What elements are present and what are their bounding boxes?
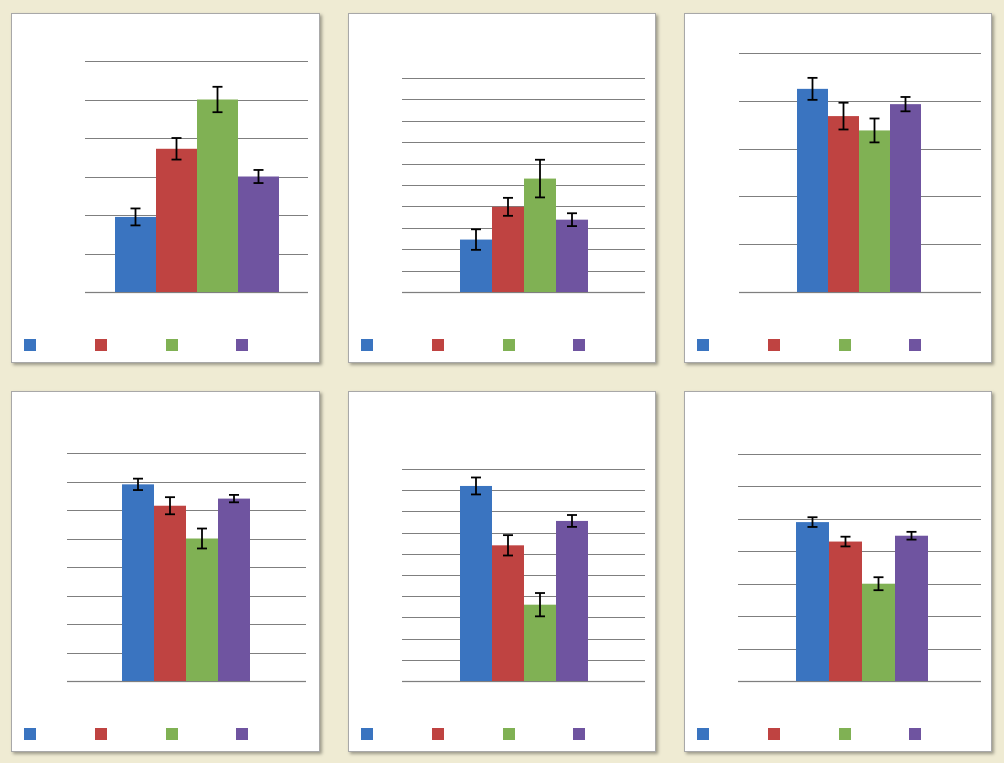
legend-swatch-series-4	[573, 728, 585, 740]
legend-swatch-series-2	[768, 339, 780, 351]
bar-series-2	[492, 545, 524, 681]
error-bar-series-3	[197, 527, 207, 550]
bar-series-4	[890, 104, 921, 292]
bar-series-1	[115, 216, 156, 292]
bar-chart-6	[697, 454, 981, 740]
legend-swatch-series-4	[236, 339, 248, 351]
chart-panel-2	[348, 13, 656, 363]
error-bar-series-1	[130, 207, 141, 227]
error-bar-series-2	[838, 101, 849, 131]
legend-swatch-series-3	[166, 728, 178, 740]
error-bar-series-1	[133, 477, 143, 491]
legend-swatch-series-3	[503, 728, 515, 740]
error-bar-series-1	[807, 516, 818, 528]
bar-series-1	[460, 485, 492, 681]
error-bar-series-1	[471, 476, 481, 496]
legend-swatch-series-1	[697, 339, 709, 351]
legend-swatch-series-3	[839, 728, 851, 740]
bar-series-4	[556, 219, 588, 292]
bar-chart-3	[697, 53, 981, 351]
legend-swatch-series-3	[166, 339, 178, 351]
bar-series-1	[796, 522, 829, 681]
error-bar-series-1	[807, 76, 818, 101]
error-bar-series-3	[535, 592, 545, 618]
error-bar-series-3	[535, 158, 545, 199]
bar-chart-2	[361, 78, 645, 351]
error-bar-series-3	[873, 576, 884, 592]
error-bar-series-4	[900, 96, 911, 113]
bar-series-3	[186, 538, 218, 681]
chart-panel-4	[11, 391, 320, 752]
error-bar-series-4	[906, 530, 917, 541]
error-bar-series-2	[503, 534, 513, 557]
legend-swatch-series-4	[236, 728, 248, 740]
legend-swatch-series-4	[573, 339, 585, 351]
legend-swatch-series-1	[24, 728, 36, 740]
legend-swatch-series-2	[432, 339, 444, 351]
chart-panel-1	[11, 13, 320, 363]
bar-chart-1	[24, 61, 308, 351]
bar-series-1	[797, 88, 828, 292]
error-bar-series-4	[567, 212, 577, 227]
legend-swatch-series-1	[361, 339, 373, 351]
bar-series-4	[895, 535, 928, 681]
legend-swatch-series-2	[768, 728, 780, 740]
error-bar-series-3	[869, 117, 880, 144]
legend-swatch-series-1	[24, 339, 36, 351]
legend-swatch-series-2	[432, 728, 444, 740]
bar-series-3	[862, 583, 895, 681]
chart-panel-5	[348, 391, 656, 752]
chart-panel-6	[684, 391, 992, 752]
error-bar-series-4	[253, 169, 264, 184]
legend-swatch-series-3	[839, 339, 851, 351]
bar-series-2	[156, 148, 197, 292]
bar-series-3	[859, 130, 890, 292]
bar-chart-4	[24, 453, 306, 740]
legend-swatch-series-2	[95, 339, 107, 351]
legend-swatch-series-4	[909, 339, 921, 351]
bar-series-4	[218, 498, 250, 681]
bar-series-4	[238, 176, 279, 292]
error-bar-series-1	[471, 228, 481, 251]
legend-swatch-series-3	[503, 339, 515, 351]
bar-series-2	[829, 541, 862, 681]
error-bar-series-2	[503, 196, 513, 217]
legend-swatch-series-2	[95, 728, 107, 740]
legend-swatch-series-4	[909, 728, 921, 740]
chart-panel-3	[684, 13, 992, 363]
bar-series-2	[828, 116, 859, 292]
error-bar-series-4	[567, 514, 577, 528]
error-bar-series-2	[165, 496, 175, 516]
error-bar-series-4	[229, 493, 239, 504]
error-bar-series-2	[171, 137, 182, 161]
bar-series-3	[524, 604, 556, 681]
bar-series-1	[122, 484, 154, 681]
bar-series-2	[492, 206, 524, 292]
bar-series-3	[197, 99, 238, 292]
error-bar-series-2	[840, 535, 851, 548]
error-bar-series-3	[212, 85, 223, 114]
bar-chart-5	[361, 469, 645, 740]
legend-swatch-series-1	[361, 728, 373, 740]
bar-series-4	[556, 520, 588, 681]
legend-swatch-series-1	[697, 728, 709, 740]
bar-series-2	[154, 505, 186, 681]
